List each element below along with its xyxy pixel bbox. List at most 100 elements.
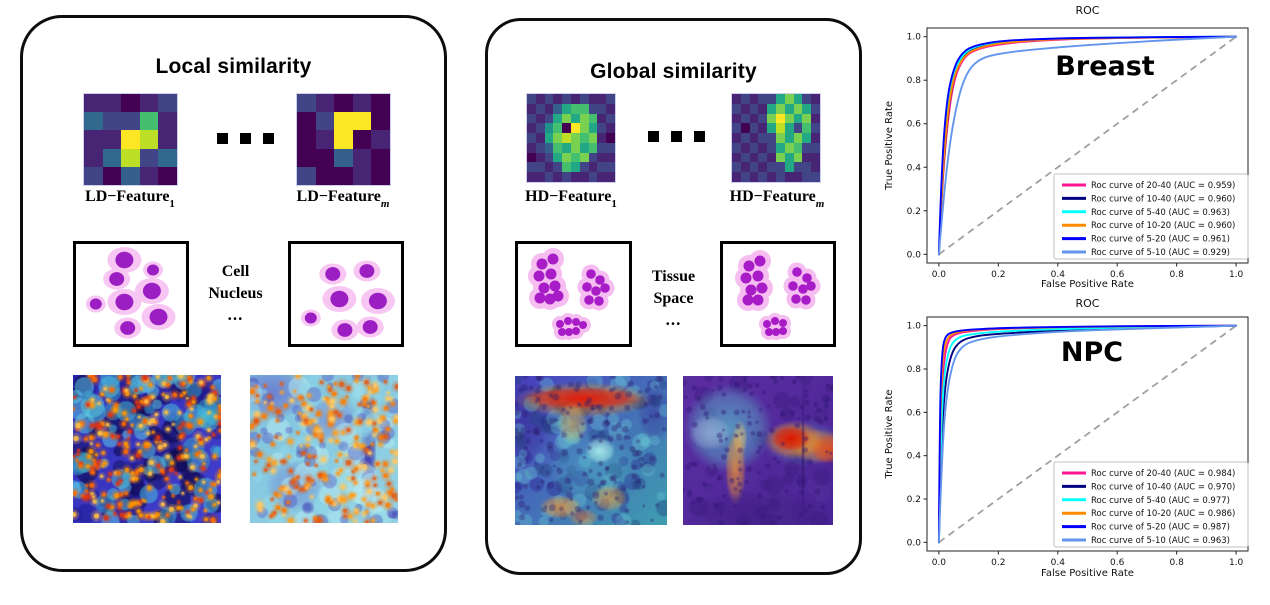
y-tick-label: 0.2	[907, 207, 921, 217]
heatmap-cell	[588, 94, 598, 104]
heatmap-cell	[758, 142, 768, 153]
tissue-dot	[752, 270, 764, 282]
local-similarity-panel: Local similarity LD−Feature1 LD−Featurem…	[20, 15, 447, 572]
heatmap-cell	[562, 162, 571, 173]
roc-curve	[937, 35, 1238, 256]
tissue-space-box-right	[720, 241, 836, 347]
heatmap-cell	[749, 142, 759, 153]
heatmap-cell	[535, 172, 545, 182]
tissue-dot	[536, 258, 548, 270]
heatmap-cell	[562, 103, 571, 114]
tissue-dot	[600, 283, 610, 293]
heatmap-cell	[371, 130, 390, 149]
heatmap-cell	[811, 113, 820, 124]
tissue-dot	[534, 292, 546, 304]
heatmap-cell	[315, 94, 335, 113]
heatmap-cell	[579, 123, 589, 134]
legend-entry: Roc curve of 5-10 (AUC = 0.963)	[1091, 536, 1230, 546]
heatmap-cell	[758, 133, 768, 143]
heatmap-cell	[606, 123, 615, 134]
heatmap-cell	[535, 152, 545, 163]
heatmap-cell	[776, 103, 785, 114]
heatmap-cell	[579, 133, 589, 143]
heatmap-cell	[793, 113, 803, 124]
x-tick-label: 0.2	[991, 270, 1005, 280]
tissue-dot	[743, 260, 755, 272]
heatmap-cell	[579, 172, 589, 182]
chance-diagonal	[938, 324, 1237, 544]
heatmap-cell	[802, 162, 812, 173]
heatmap-cell	[562, 142, 571, 153]
cell-nucleus	[109, 272, 125, 286]
heatmap-cell	[740, 113, 750, 124]
heatmap-cell	[784, 113, 794, 124]
heatmap-cell	[535, 162, 545, 173]
heatmap-cell	[315, 130, 335, 149]
heatmap-cell	[571, 113, 580, 124]
roc-curve	[937, 324, 1238, 544]
y-tick-label: 1.0	[907, 33, 922, 43]
heatmap-cell	[776, 152, 785, 163]
y-tick-label: 0.8	[907, 76, 922, 86]
heatmap-cell	[102, 94, 122, 113]
heatmap-cell	[597, 123, 607, 134]
heatmap-cell	[527, 172, 536, 182]
heatmap-cell	[811, 94, 820, 104]
tissue-dot	[798, 284, 808, 294]
heatmap-cell	[535, 133, 545, 143]
heatmap-cell	[784, 123, 794, 134]
tissue-dot	[552, 290, 564, 302]
cell-nucleus	[368, 292, 387, 310]
heatmap-cell	[544, 152, 554, 163]
heatmap-cell	[732, 162, 741, 173]
heatmap-cell	[811, 142, 820, 153]
heatmap-cell	[352, 148, 372, 167]
local-attention-map-right	[250, 375, 398, 523]
heatmap-cell	[297, 148, 316, 167]
heatmap-cell	[588, 172, 598, 182]
heatmap-cell	[597, 133, 607, 143]
heatmap-cell	[740, 94, 750, 104]
heatmap-cell	[588, 133, 598, 143]
heatmap-cell	[562, 113, 571, 124]
cell-nucleus	[330, 290, 349, 308]
tissue-space-label: Tissue Space ...	[651, 268, 696, 330]
heatmap-cell	[158, 166, 177, 185]
chart-title: ROC	[1076, 297, 1100, 310]
heatmap-cell	[315, 166, 335, 185]
x-tick-label: 0.0	[932, 270, 947, 280]
heatmap-cell	[732, 152, 741, 163]
roc-plot-breast: ROC False Positive Rate True Positive Rate…	[880, 0, 1270, 294]
roc-plot-npc: ROC False Positive Rate True Positive Rate…	[880, 295, 1270, 600]
tissue-dot	[754, 255, 766, 267]
legend-entry: Roc curve of 10-40 (AUC = 0.970)	[1091, 482, 1235, 492]
tissue-dot	[582, 282, 592, 292]
heatmap-cell	[579, 94, 589, 104]
tissue-dot	[763, 320, 771, 328]
heatmap-cell	[793, 152, 803, 163]
heatmap-cell	[749, 133, 759, 143]
heatmap-cell	[732, 142, 741, 153]
heatmap-cell	[767, 152, 776, 163]
heatmap-cell	[84, 112, 103, 131]
x-tick-label: 0.8	[1170, 558, 1185, 568]
heatmap-cell	[606, 142, 615, 153]
heatmap-cell	[579, 152, 589, 163]
heatmap-cell	[579, 162, 589, 173]
heatmap-cell	[562, 172, 571, 182]
heatmap-cell	[158, 112, 177, 131]
heatmap-cell	[544, 113, 554, 124]
heatmap-cell	[121, 130, 140, 149]
x-tick-label: 0.4	[1051, 558, 1066, 568]
heatmap-cell	[544, 133, 554, 143]
heatmap-cell	[732, 172, 741, 182]
y-tick-label: 0.4	[907, 452, 922, 462]
local-attention-map-left	[73, 375, 221, 523]
tissue-dot	[591, 286, 601, 296]
heatmap-cell	[371, 166, 390, 185]
heatmap-cell	[606, 133, 615, 143]
heatmap-cell	[297, 112, 316, 131]
tissue-dot	[533, 270, 545, 282]
heatmap-cell	[334, 94, 353, 113]
heatmap-cell	[544, 103, 554, 114]
